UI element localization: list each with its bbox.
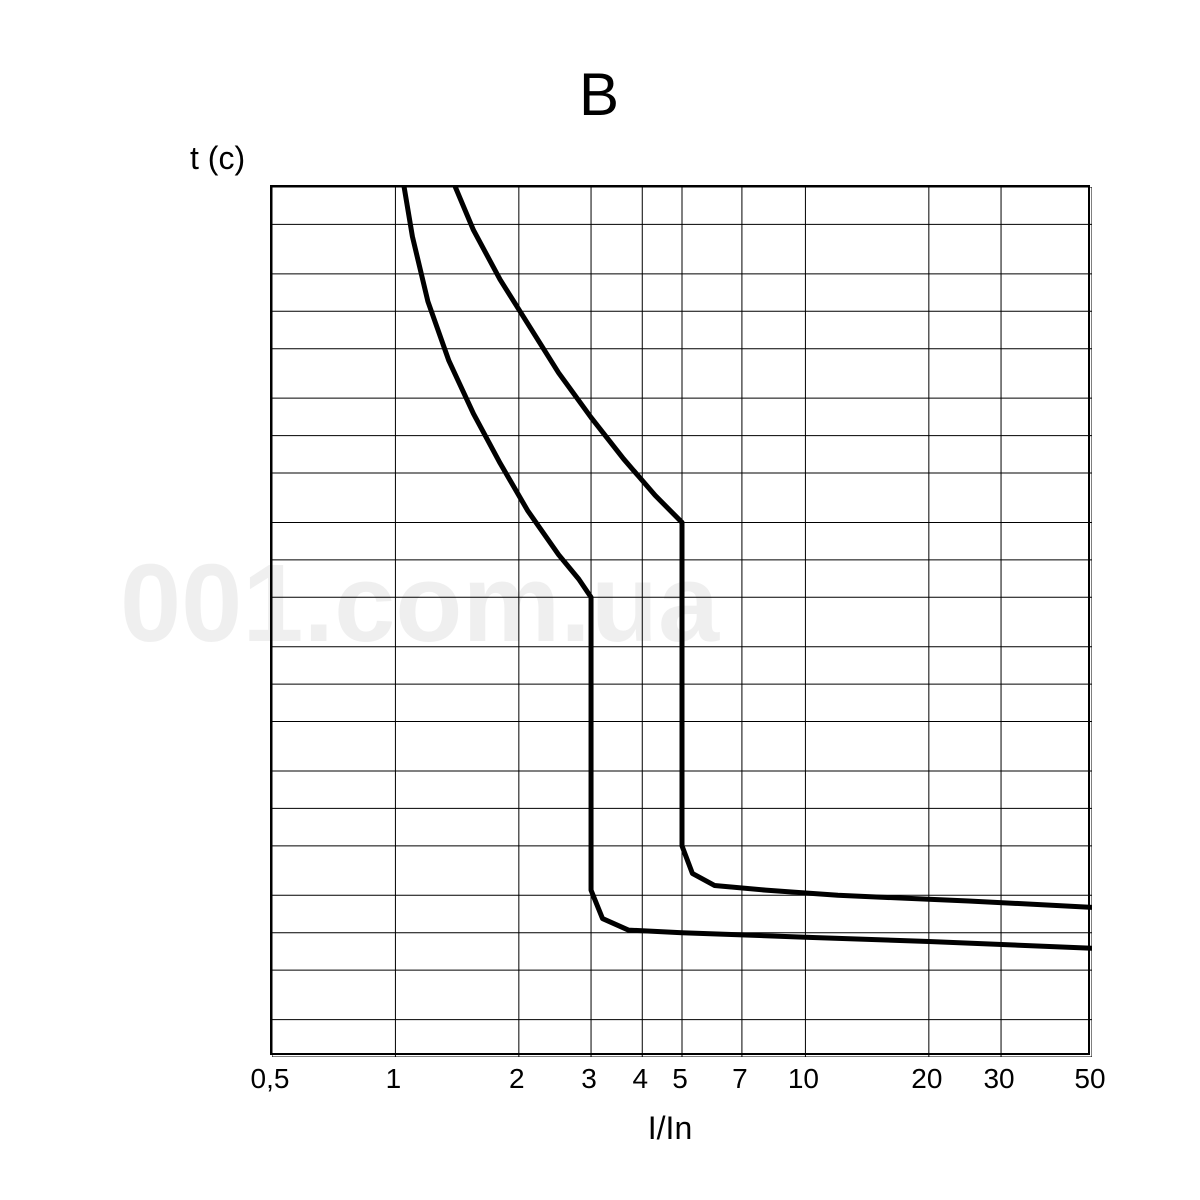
chart-title: B bbox=[0, 60, 1200, 129]
page: B t (c) 10 00050002000100050020010050201… bbox=[0, 0, 1200, 1200]
x-axis-title: I/In bbox=[620, 1110, 720, 1147]
x-tick-label: 7 bbox=[732, 1063, 748, 1095]
x-tick-label: 2 bbox=[509, 1063, 525, 1095]
x-tick-label: 4 bbox=[632, 1063, 648, 1095]
x-tick-label: 10 bbox=[788, 1063, 819, 1095]
x-tick-label: 0,5 bbox=[251, 1063, 290, 1095]
watermark-text: 001.com.ua bbox=[120, 540, 719, 667]
x-tick-label: 20 bbox=[911, 1063, 942, 1095]
x-tick-label: 1 bbox=[386, 1063, 402, 1095]
x-tick-label: 30 bbox=[983, 1063, 1014, 1095]
x-tick-label: 3 bbox=[581, 1063, 597, 1095]
x-tick-label: 5 bbox=[672, 1063, 688, 1095]
y-axis-title: t (c) bbox=[190, 140, 245, 177]
x-tick-label: 50 bbox=[1074, 1063, 1105, 1095]
